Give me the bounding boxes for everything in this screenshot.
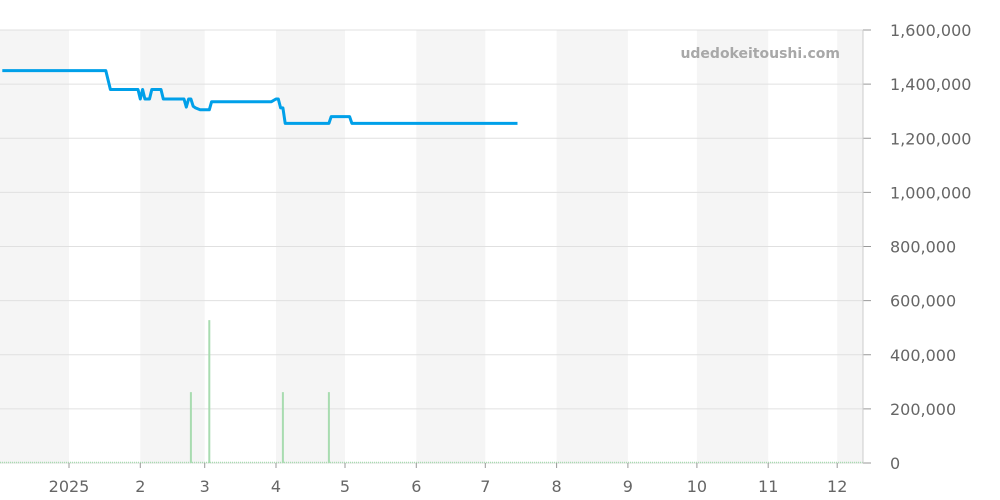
x-axis: 2025 2 3 4 5 6 7 8 9 10 11 12 bbox=[49, 463, 847, 496]
x-tick-label: 9 bbox=[623, 477, 633, 496]
volume-bars bbox=[0, 320, 863, 464]
y-tick-label: 400,000 bbox=[890, 346, 956, 365]
x-tick-label: 10 bbox=[687, 477, 707, 496]
gridlines bbox=[0, 29, 863, 464]
y-tick-label: 1,000,000 bbox=[890, 183, 971, 202]
y-tick-label: 200,000 bbox=[890, 400, 956, 419]
price-line bbox=[2, 69, 518, 125]
x-tick-label: 11 bbox=[758, 477, 778, 496]
x-tick-label: 8 bbox=[552, 477, 562, 496]
y-tick-label: 800,000 bbox=[890, 238, 956, 257]
watermark: udedokeitoushi.com bbox=[680, 46, 840, 62]
y-tick-label: 600,000 bbox=[890, 292, 956, 311]
x-tick-label: 2 bbox=[135, 477, 145, 496]
x-tick-label: 7 bbox=[480, 477, 490, 496]
x-tick-label: 12 bbox=[827, 477, 847, 496]
y-tick-label: 1,200,000 bbox=[890, 129, 971, 148]
y-tick-label: 0 bbox=[890, 454, 900, 473]
y-tick-label: 1,600,000 bbox=[890, 21, 971, 40]
y-tick-label: 1,400,000 bbox=[890, 75, 971, 94]
x-tick-label: 2025 bbox=[49, 477, 90, 496]
x-tick-label: 4 bbox=[271, 477, 281, 496]
price-series-line bbox=[2, 69, 518, 125]
x-tick-label: 5 bbox=[340, 477, 350, 496]
y-axis: 0 200,000 400,000 600,000 800,000 1,000,000 1,… bbox=[862, 21, 971, 473]
x-tick-label: 6 bbox=[411, 477, 421, 496]
x-tick-label: 3 bbox=[200, 477, 210, 496]
